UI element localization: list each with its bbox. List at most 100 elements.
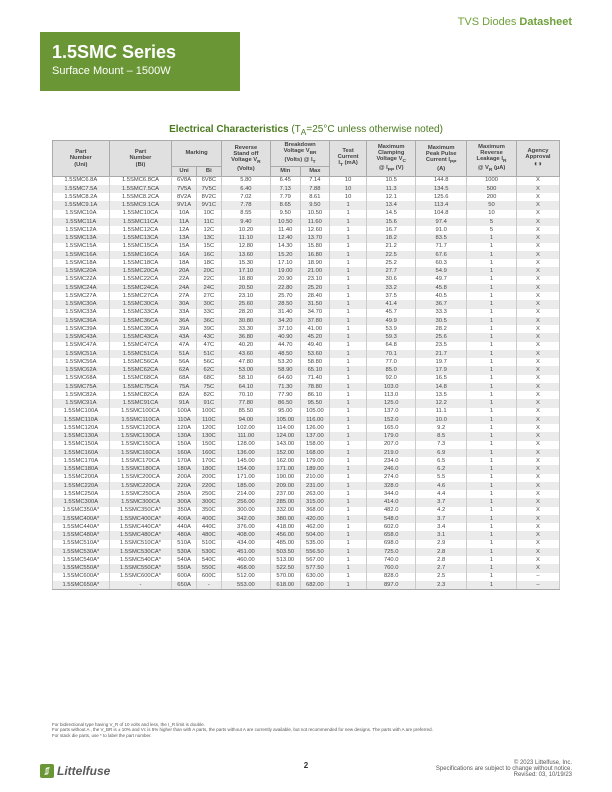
table-cell: 6.9	[416, 449, 467, 457]
table-cell: 7.14	[300, 176, 330, 185]
table-cell: X	[516, 210, 559, 218]
table-cell: 1	[467, 416, 517, 424]
table-title: Electrical Characteristics (TA=25°C unle…	[0, 124, 612, 137]
table-cell: 480A	[172, 531, 197, 539]
col-vbr-max: Max	[300, 167, 330, 176]
table-cell: 22C	[196, 276, 221, 284]
table-cell: 128.00	[221, 441, 270, 449]
table-cell: X	[516, 276, 559, 284]
table-cell: 1	[330, 391, 367, 399]
table-cell: 725.0	[367, 548, 416, 556]
table-cell: 553.00	[221, 581, 270, 590]
table-cell: 1	[330, 284, 367, 292]
table-cell: 1.5SMC220CA	[109, 482, 172, 490]
table-cell: 1.5SMC9.1A	[53, 201, 110, 209]
table-cell: 77.90	[271, 391, 301, 399]
table-cell: 1	[467, 556, 517, 564]
table-cell: 530A	[172, 548, 197, 556]
table-cell: 21.00	[300, 267, 330, 275]
table-cell: 62A	[172, 366, 197, 374]
table-cell: 33.30	[221, 325, 270, 333]
table-cell: 95.00	[271, 408, 301, 416]
table-cell: 15A	[172, 243, 197, 251]
table-cell: 1	[330, 259, 367, 267]
table-cell: -	[109, 581, 172, 590]
table-cell: 16.7	[367, 226, 416, 234]
table-cell: 1	[467, 515, 517, 523]
table-cell: 113.4	[416, 201, 467, 209]
table-cell: 125.6	[416, 193, 467, 201]
table-cell: 1.5SMC62CA	[109, 366, 172, 374]
table-cell: 1.5SMC6.8CA	[109, 176, 172, 185]
table-cell: 1.5SMC110CA	[109, 416, 172, 424]
characteristics-table: PartNumber(Uni) PartNumber(Bi) Marking R…	[52, 140, 560, 590]
table-cell: 200A	[172, 474, 197, 482]
table-cell: 40.20	[221, 342, 270, 350]
table-cell: 1	[467, 449, 517, 457]
table-cell: 18.2	[367, 234, 416, 242]
table-row: 1.5SMC36A1.5SMC36CA36A36C30.8034.2037.80…	[53, 317, 560, 325]
table-cell: 23.10	[300, 276, 330, 284]
table-cell: 1	[330, 432, 367, 440]
table-cell: 53.00	[221, 366, 270, 374]
table-cell: 1.5SMC400A*	[53, 515, 110, 523]
table-cell: 48.50	[271, 350, 301, 358]
table-cell: 1	[467, 375, 517, 383]
table-cell: 111.00	[221, 432, 270, 440]
table-row: 1.5SMC9.1A1.5SMC9.1CA9V1A9V1C7.788.659.5…	[53, 201, 560, 209]
table-cell: 9V1A	[172, 201, 197, 209]
table-cell: 510A	[172, 540, 197, 548]
table-cell: 1	[330, 498, 367, 506]
table-cell: 36C	[196, 317, 221, 325]
table-cell: 18.90	[300, 259, 330, 267]
table-cell: 1	[467, 573, 517, 581]
table-cell: 1	[330, 383, 367, 391]
table-cell: 105.00	[300, 408, 330, 416]
table-cell: 400A	[172, 515, 197, 523]
table-cell: X	[516, 556, 559, 564]
table-cell: 1.5SMC170A	[53, 457, 110, 465]
table-cell: 10C	[196, 210, 221, 218]
table-cell: 1	[467, 523, 517, 531]
table-cell: 1.5SMC130CA	[109, 432, 172, 440]
table-cell: 102.00	[221, 424, 270, 432]
table-cell: 414.0	[367, 498, 416, 506]
table-cell: 100A	[172, 408, 197, 416]
col-it: TestCurrentIT (mA)	[330, 141, 367, 177]
table-cell: X	[516, 309, 559, 317]
table-cell: 30A	[172, 300, 197, 308]
table-cell: 11.3	[367, 185, 416, 193]
table-cell: 462.00	[300, 523, 330, 531]
table-cell: 1	[467, 333, 517, 341]
table-cell: 125.0	[367, 399, 416, 407]
table-cell: 9V1C	[196, 201, 221, 209]
table-cell: 190.00	[271, 474, 301, 482]
table-cell: 1.5SMC47CA	[109, 342, 172, 350]
table-cell: 2.8	[416, 556, 467, 564]
table-cell: 1	[330, 325, 367, 333]
table-cell: 1	[330, 490, 367, 498]
table-cell: 10	[330, 185, 367, 193]
table-cell: 1.5SMC120A	[53, 424, 110, 432]
table-cell: 1	[330, 564, 367, 572]
table-cell: 33A	[172, 309, 197, 317]
table-cell: 15.20	[271, 251, 301, 259]
table-cell: 1	[330, 424, 367, 432]
table-cell: 1000	[467, 176, 517, 185]
table-cell: 53.60	[300, 350, 330, 358]
table-cell: 256.00	[221, 498, 270, 506]
table-cell: 27C	[196, 292, 221, 300]
table-cell: 7V5A	[172, 185, 197, 193]
table-cell: 137.0	[367, 408, 416, 416]
table-cell: 7V5C	[196, 185, 221, 193]
table-cell: 503.50	[271, 548, 301, 556]
table-cell: 2.7	[416, 564, 467, 572]
table-cell: 37.80	[300, 317, 330, 325]
table-cell: 17.9	[416, 366, 467, 374]
table-cell: 1.5SMC13A	[53, 234, 110, 242]
table-cell: 170C	[196, 457, 221, 465]
table-row: 1.5SMC47A1.5SMC47CA47A47C40.2044.7049.40…	[53, 342, 560, 350]
table-cell: 1.5SMC7.5A	[53, 185, 110, 193]
table-cell: 1	[467, 358, 517, 366]
table-cell: 10.0	[416, 416, 467, 424]
